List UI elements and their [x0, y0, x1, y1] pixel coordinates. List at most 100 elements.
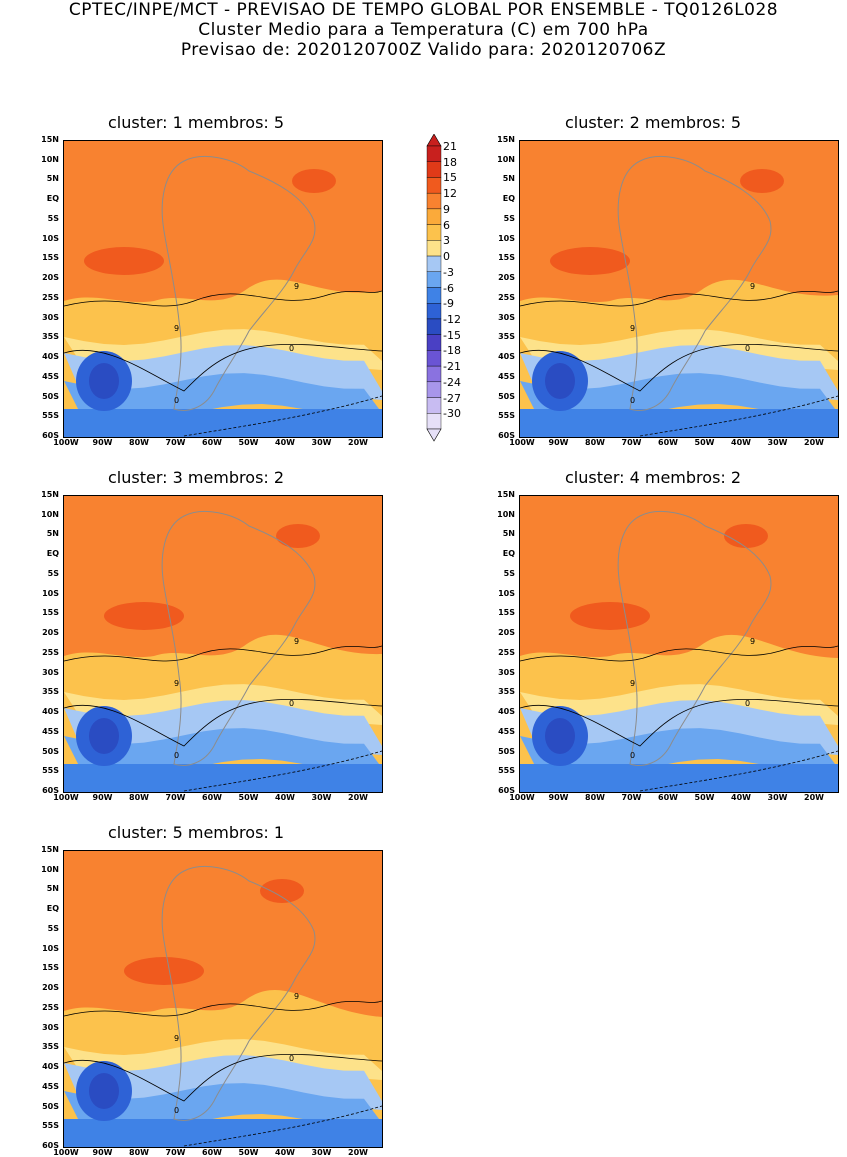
contour-label: 0	[174, 751, 179, 760]
colorbar-swatch	[426, 271, 442, 288]
panel-title: cluster: 5 membros: 1	[108, 823, 285, 842]
contour-label: 9	[294, 637, 299, 646]
lon-tick-label: 50W	[694, 793, 715, 802]
lat-tick-label: 60S	[42, 786, 59, 795]
lat-tick-label: 15S	[42, 253, 59, 263]
colorbar-label: 3	[443, 234, 450, 248]
contour-9	[64, 1000, 382, 1017]
warm-region	[520, 496, 838, 658]
temperature-map-svg: 9 9 0 0	[64, 141, 382, 437]
lon-tick-label: 30W	[767, 793, 788, 802]
contour-9	[64, 290, 382, 307]
contour-minus9	[639, 750, 838, 792]
lat-tick-label: 10N	[41, 864, 59, 874]
colorbar-label: -21	[443, 360, 461, 374]
band-minus6-minus9	[64, 409, 382, 437]
lon-tick-label: 70W	[621, 438, 642, 447]
lat-tick-label: 60S	[498, 786, 515, 795]
lat-tick-label: 5S	[503, 213, 515, 223]
lon-tick-label: 30W	[311, 1148, 332, 1157]
lat-tick-label: 5S	[503, 568, 515, 578]
south-america-coastline	[161, 510, 316, 766]
lon-tick-label: 60W	[202, 1148, 222, 1157]
figure-header: CPTEC/INPE/MCT - PREVISAO DE TEMPO GLOBA…	[0, 0, 847, 60]
lat-tick-label: 55S	[42, 411, 59, 421]
warm-region	[64, 851, 382, 1017]
lon-tick-label: 90W	[548, 438, 569, 447]
lat-tick-label: 50S	[42, 746, 59, 756]
header-line-2: Cluster Medio para a Temperatura (C) em …	[198, 20, 649, 40]
lon-tick-label: 40W	[275, 1148, 295, 1157]
colorbar-label: -24	[443, 375, 461, 389]
lon-tick-label: 40W	[731, 438, 751, 447]
contour-label: 9	[294, 282, 299, 291]
header-line-3: Previsao de: 2020120700Z Valido para: 20…	[180, 40, 667, 60]
map-frame: 9 9 0 0	[63, 140, 383, 438]
lat-tick-label: 20S	[42, 628, 59, 638]
lat-tick-label: 60S	[42, 1141, 59, 1150]
contour-label: 0	[289, 1054, 294, 1063]
lon-tick-label: 90W	[548, 793, 569, 802]
colorbar-swatch	[426, 177, 442, 194]
contour-label: 0	[630, 751, 635, 760]
lon-tick-label: 60W	[202, 438, 222, 447]
contour-9	[520, 290, 838, 307]
south-america-coastline	[161, 155, 316, 411]
cold-vortex-core	[545, 363, 575, 399]
map-frame: 9 9 0 0	[63, 495, 383, 793]
lat-tick-label: 40S	[42, 1062, 59, 1072]
lat-tick-label: 15N	[41, 845, 59, 854]
lon-tick-label: 20W	[348, 1148, 368, 1157]
cold-vortex-core	[89, 1073, 119, 1109]
lon-tick-label: 40W	[731, 793, 751, 802]
colorbar-label: 21	[443, 140, 457, 153]
contour-label: 0	[289, 699, 294, 708]
lat-tick-label: 20S	[498, 628, 515, 638]
contour-9	[520, 645, 838, 662]
colorbar-label: -27	[443, 391, 461, 405]
lat-tick-label: 10S	[42, 588, 59, 598]
lat-tick-label: 45S	[42, 371, 59, 381]
lat-tick-label: 40S	[42, 707, 59, 717]
lat-tick-label: 40S	[498, 707, 515, 717]
panel-title: cluster: 3 membros: 2	[108, 468, 285, 487]
colorbar-swatch	[426, 334, 442, 351]
south-america-coastline	[161, 865, 316, 1121]
colorbar-label: -9	[443, 297, 454, 311]
map-frame: 9 9 0 0	[519, 495, 839, 793]
contour-0	[520, 344, 838, 392]
lat-tick-label: 55S	[498, 766, 515, 776]
lat-tick-label: 60S	[42, 431, 59, 440]
contour-minus9	[183, 750, 382, 792]
colorbar-label: -3	[443, 265, 454, 279]
lon-tick-label: 100W	[509, 793, 535, 802]
lat-tick-label: 25S	[498, 647, 515, 657]
contour-label: 0	[745, 344, 750, 353]
lat-tick-label: 35S	[498, 687, 515, 697]
colorbar-swatch	[426, 192, 442, 210]
colorbar-swatch	[426, 303, 442, 320]
lat-tick-label: 45S	[498, 371, 515, 381]
lat-tick-label: 15N	[497, 135, 515, 144]
lon-tick-label: 80W	[585, 793, 605, 802]
hot-blob	[84, 247, 164, 275]
lat-tick-label: 15N	[41, 135, 59, 144]
colorbar-top-arrow	[426, 133, 442, 147]
hot-blob	[292, 169, 336, 193]
contour-label: 0	[174, 1106, 179, 1115]
contour-0	[64, 699, 382, 747]
contour-minus9	[183, 1105, 382, 1147]
lat-tick-label: 50S	[498, 391, 515, 401]
lat-tick-label: 45S	[42, 1081, 59, 1091]
lat-tick-label: 45S	[42, 726, 59, 736]
lon-tick-label: 50W	[238, 438, 259, 447]
lat-tick-label: 15N	[41, 490, 59, 499]
lon-tick-label: 40W	[275, 793, 295, 802]
lon-tick-label: 70W	[165, 793, 186, 802]
lat-tick-label: EQ	[46, 194, 59, 204]
lon-tick-label: 80W	[129, 438, 149, 447]
temperature-map-svg: 9 9 0 0	[520, 496, 838, 792]
contour-label: 9	[294, 992, 299, 1001]
lat-tick-label: 35S	[42, 1042, 59, 1052]
lat-tick-label: 35S	[498, 332, 515, 342]
